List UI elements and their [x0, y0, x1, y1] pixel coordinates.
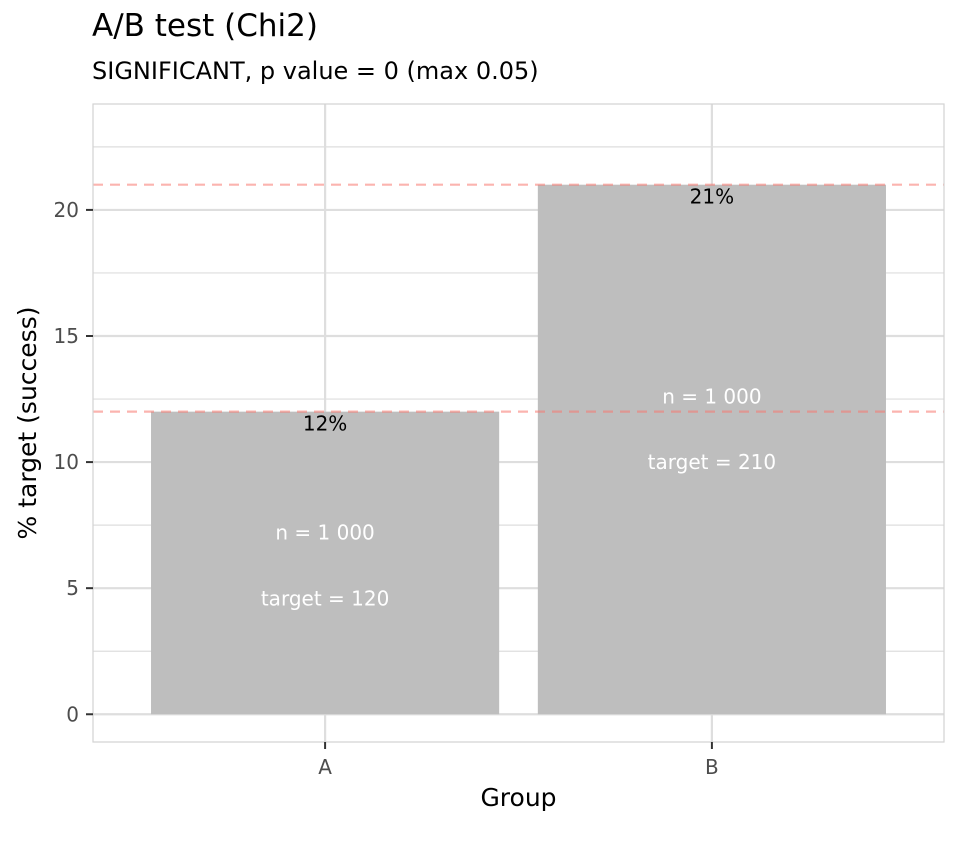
reference-lines	[93, 183, 944, 413]
y-axis-title: % target (success)	[13, 307, 42, 540]
target-label: target = 120	[261, 586, 389, 610]
bar-A	[151, 411, 500, 715]
chart-title: A/B test (Chi2)	[92, 8, 318, 44]
target-label: target = 210	[648, 450, 776, 474]
axes: 0 5 10 15 20 A B	[54, 198, 719, 779]
value-label: 12%	[303, 412, 347, 436]
chart-subtitle: SIGNIFICANT, p value = 0 (max 0.05)	[92, 57, 539, 85]
bars	[151, 184, 886, 715]
y-tick-label: 15	[54, 324, 79, 348]
n-label: n = 1 000	[662, 385, 761, 409]
panel-border	[92, 103, 945, 743]
x-tick-label: B	[705, 755, 719, 779]
y-tick-label: 0	[66, 702, 79, 726]
x-tick-label: A	[318, 755, 332, 779]
n-label: n = 1 000	[275, 521, 374, 545]
y-tick-label: 10	[54, 450, 79, 474]
x-axis-title: Group	[480, 783, 556, 812]
bar-B	[537, 184, 886, 715]
y-tick-label: 5	[66, 576, 79, 600]
y-tick-label: 20	[54, 198, 79, 222]
bar-labels: 12% n = 1 000 target = 120 21% n = 1 000 targ…	[261, 185, 776, 611]
value-label: 21%	[690, 185, 734, 209]
